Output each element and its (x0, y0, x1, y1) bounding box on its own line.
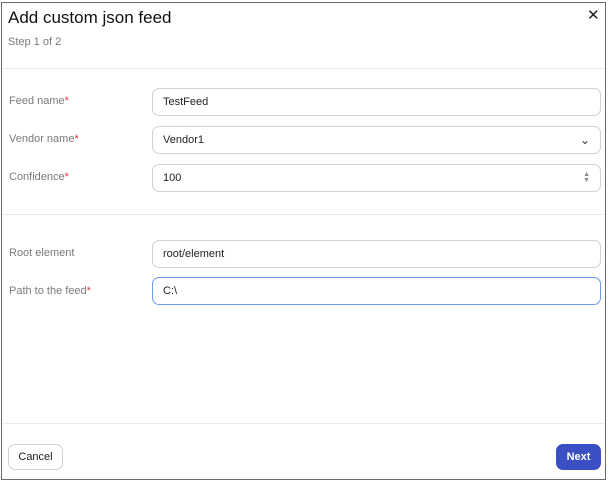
close-icon[interactable]: ✕ (587, 7, 600, 24)
chevron-down-icon: ⌄ (579, 133, 590, 147)
footer-divider (2, 423, 605, 424)
path-input[interactable]: C:\ (152, 277, 601, 305)
feed-name-input[interactable]: TestFeed (152, 88, 601, 116)
next-button[interactable]: Next (556, 444, 601, 470)
feed-name-label: Feed name* (9, 95, 69, 107)
dialog-title: Add custom json feed (8, 8, 172, 27)
divider (2, 68, 605, 69)
root-element-input[interactable]: root/element (152, 240, 601, 268)
step-indicator: Step 1 of 2 (8, 36, 62, 48)
vendor-name-select[interactable]: Vendor1 ⌄ (152, 126, 601, 154)
path-label: Path to the feed* (9, 285, 91, 297)
confidence-label: Confidence* (9, 171, 69, 183)
vendor-name-label: Vendor name* (9, 133, 79, 145)
root-element-label: Root element (9, 247, 75, 259)
divider (2, 214, 605, 215)
cancel-button[interactable]: Cancel (8, 444, 63, 470)
confidence-stepper[interactable]: 100 ▲ ▼ (152, 164, 601, 192)
spinner-arrows-icon[interactable]: ▲ ▼ (583, 171, 590, 184)
